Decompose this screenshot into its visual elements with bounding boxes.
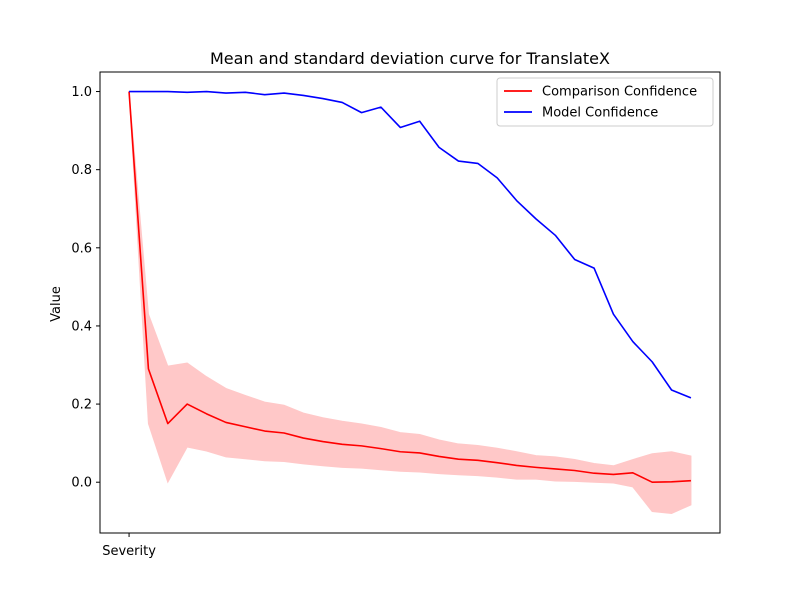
comparison-confidence-std-band <box>128 91 692 514</box>
legend-label-comparison-confidence: Comparison Confidence <box>542 85 697 100</box>
y-tick-label: 0.6 <box>71 241 92 256</box>
comparison-confidence-line <box>128 91 691 484</box>
line-layer <box>128 90 692 484</box>
y-tick-label: 1.0 <box>71 85 92 100</box>
legend-label-model-confidence: Model Confidence <box>542 106 658 121</box>
chart-title: Mean and standard deviation curve for Tr… <box>210 49 610 68</box>
y-tick-label: 0.4 <box>71 319 92 334</box>
legend-box <box>496 77 714 127</box>
legend: Comparison Confidence Model Confidence <box>496 77 714 127</box>
y-tick-label: 0.0 <box>71 476 92 491</box>
model-confidence-line <box>129 90 692 399</box>
y-axis: 0.0 0.2 0.4 0.6 0.8 1.0 <box>71 85 100 491</box>
plot-frame <box>99 71 721 534</box>
x-tick-label: Severity <box>102 544 156 559</box>
y-tick-label: 0.2 <box>71 398 92 413</box>
y-tick-label: 0.8 <box>71 163 92 178</box>
x-axis: Severity <box>102 533 156 559</box>
band-layer <box>128 91 692 514</box>
y-axis-label: Value <box>49 286 64 322</box>
